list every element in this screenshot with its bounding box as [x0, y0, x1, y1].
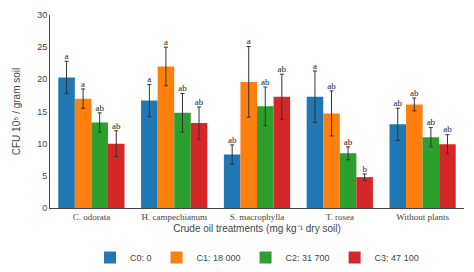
svg-text:ab: ab	[410, 88, 419, 98]
svg-text:C. odorata: C. odorata	[73, 212, 111, 222]
svg-text:ab: ab	[394, 98, 403, 108]
svg-text:b: b	[362, 164, 367, 174]
svg-text:C3: 47 100: C3: 47 100	[375, 253, 419, 263]
svg-text:ab: ab	[327, 81, 336, 91]
svg-text:5: 5	[42, 171, 47, 181]
svg-text:a: a	[313, 61, 317, 71]
svg-text:C0: 0: C0: 0	[130, 253, 152, 263]
svg-text:ab: ab	[344, 137, 353, 147]
svg-text:C2: 31 700: C2: 31 700	[286, 253, 330, 263]
svg-text:Without plants: Without plants	[396, 212, 449, 222]
svg-text:T. rosea: T. rosea	[326, 212, 354, 222]
svg-text:25: 25	[37, 42, 47, 52]
svg-text:a: a	[65, 51, 69, 61]
svg-text:ab: ab	[228, 135, 237, 145]
svg-text:10: 10	[37, 139, 47, 149]
svg-text:ab: ab	[427, 117, 436, 127]
svg-text:H. campechianum: H. campechianum	[141, 212, 206, 222]
svg-text:a: a	[81, 79, 85, 89]
svg-text:C1: 18 000: C1: 18 000	[197, 253, 241, 263]
svg-text:CFU 10⁵ / gram soil: CFU 10⁵ / gram soil	[11, 68, 22, 156]
svg-text:S. macrophylla: S. macrophylla	[230, 212, 285, 222]
svg-text:20: 20	[37, 74, 47, 84]
svg-text:ab: ab	[261, 77, 270, 87]
svg-text:ab: ab	[443, 124, 452, 134]
svg-text:ab: ab	[178, 83, 187, 93]
svg-text:ab: ab	[278, 64, 287, 74]
svg-text:ab: ab	[95, 103, 104, 113]
svg-text:0: 0	[42, 203, 47, 213]
svg-text:a: a	[147, 74, 151, 84]
svg-text:Crude oil treatments (mg kg⁻¹: Crude oil treatments (mg kg⁻¹ dry soil)	[173, 223, 341, 234]
svg-text:a: a	[247, 36, 251, 46]
svg-text:a: a	[164, 37, 168, 47]
svg-text:ab: ab	[195, 97, 204, 107]
svg-text:30: 30	[37, 10, 47, 20]
svg-text:ab: ab	[112, 121, 121, 131]
svg-text:15: 15	[37, 107, 47, 117]
